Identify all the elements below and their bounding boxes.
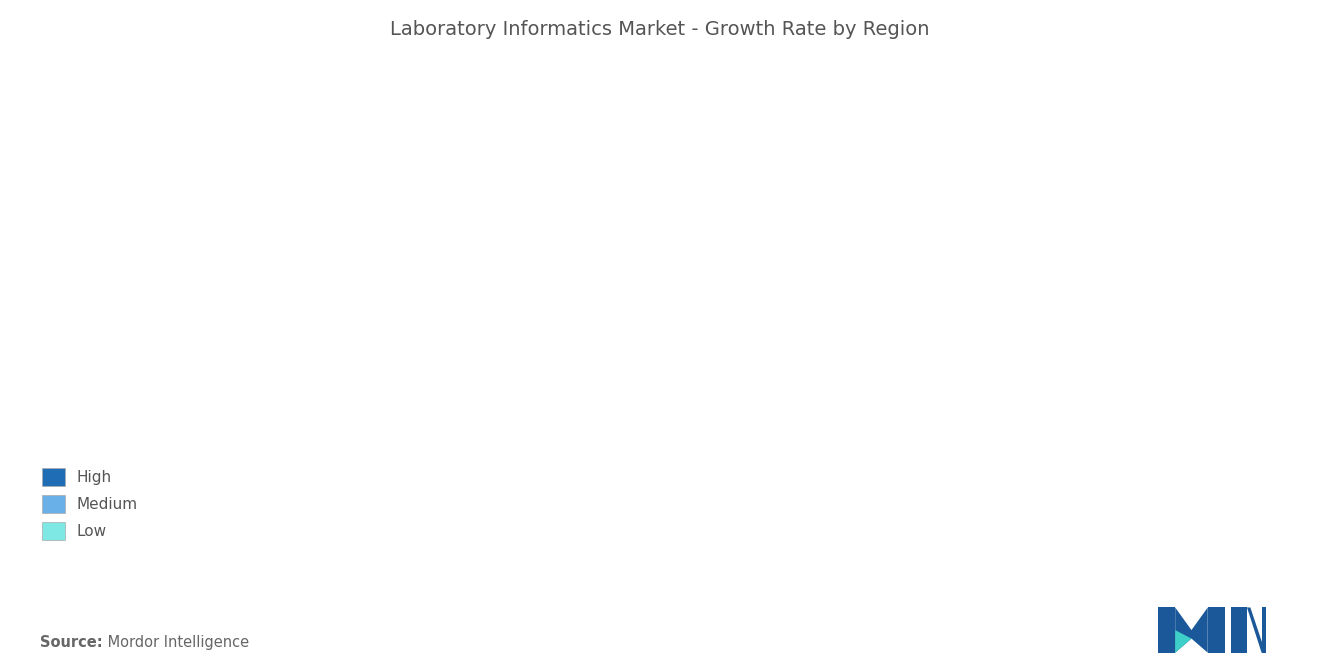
Text: Mordor Intelligence: Mordor Intelligence: [103, 635, 249, 650]
Polygon shape: [1175, 630, 1192, 653]
Polygon shape: [1247, 608, 1266, 653]
Polygon shape: [1208, 608, 1225, 653]
Text: Laboratory Informatics Market - Growth Rate by Region: Laboratory Informatics Market - Growth R…: [391, 20, 929, 39]
Text: Source:: Source:: [40, 635, 102, 650]
Legend: High, Medium, Low: High, Medium, Low: [34, 460, 145, 548]
Polygon shape: [1159, 608, 1175, 653]
Polygon shape: [1232, 608, 1247, 653]
Polygon shape: [1175, 608, 1208, 653]
Polygon shape: [1262, 608, 1266, 653]
